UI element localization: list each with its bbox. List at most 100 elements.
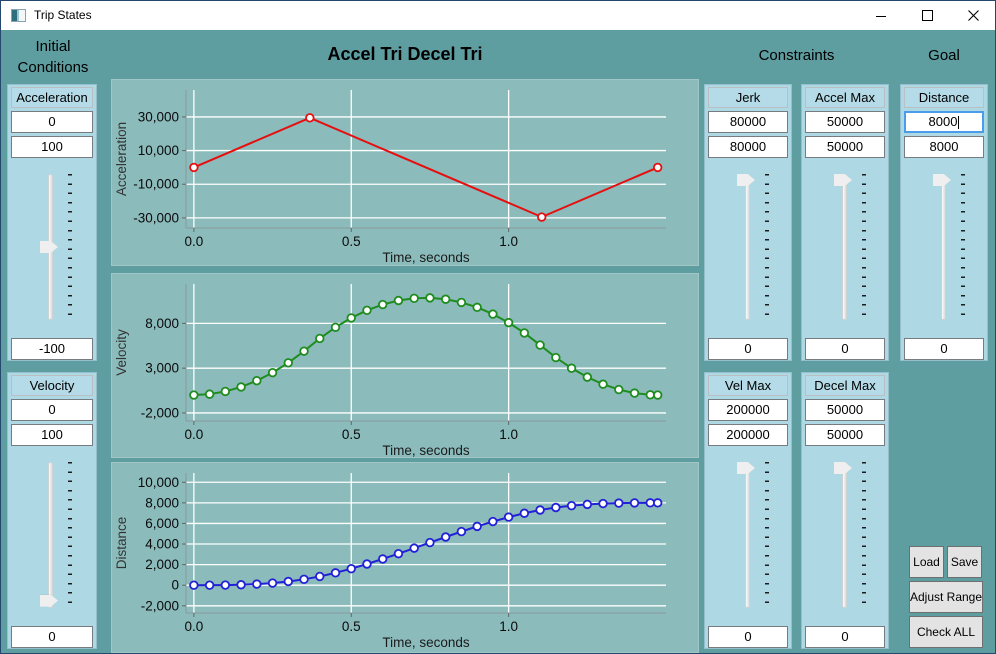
group-goal-distance: Distance 8000 8000 0	[900, 84, 988, 361]
svg-text:0.5: 0.5	[342, 234, 361, 249]
decel-max-value-input[interactable]: 50000	[805, 399, 885, 421]
svg-text:0.0: 0.0	[184, 619, 203, 634]
svg-text:-10,000: -10,000	[133, 177, 179, 192]
svg-text:0.5: 0.5	[342, 427, 361, 442]
title-bar[interactable]: Trip States	[1, 1, 995, 30]
accel-max-echo-input[interactable]: 50000	[805, 136, 885, 158]
goal-distance-lower-input[interactable]: 0	[904, 338, 984, 360]
svg-text:Velocity: Velocity	[114, 329, 129, 376]
acceleration-slider-thumb[interactable]	[40, 241, 58, 253]
jerk-value-input[interactable]: 80000	[708, 111, 788, 133]
jerk-slider[interactable]	[705, 172, 791, 322]
goal-distance-value-input[interactable]: 8000	[904, 111, 984, 133]
svg-text:3,000: 3,000	[145, 361, 179, 376]
vel-max-slider-ticks	[765, 462, 769, 608]
vel-max-value-input[interactable]: 200000	[708, 399, 788, 421]
save-button[interactable]: Save	[947, 546, 982, 578]
initial-conditions-line1: Initial	[35, 38, 71, 55]
svg-text:30,000: 30,000	[138, 109, 179, 124]
decel-max-slider-thumb[interactable]	[834, 462, 852, 474]
svg-text:10,000: 10,000	[138, 475, 179, 490]
svg-text:1.0: 1.0	[499, 234, 518, 249]
jerk-group-label: Jerk	[708, 87, 788, 108]
goal-distance-echo-input[interactable]: 8000	[904, 136, 984, 158]
adjust-range-button[interactable]: Adjust Range	[909, 581, 983, 613]
accel-max-slider[interactable]	[802, 172, 888, 322]
accel-max-value-input[interactable]: 50000	[805, 111, 885, 133]
svg-text:0.5: 0.5	[342, 619, 361, 634]
svg-text:0.0: 0.0	[184, 427, 203, 442]
goal-heading: Goal	[928, 47, 960, 64]
accel-max-slider-thumb[interactable]	[834, 174, 852, 186]
velocity-slider-track[interactable]	[48, 462, 53, 608]
svg-text:1.0: 1.0	[499, 427, 518, 442]
goal-distance-slider-track[interactable]	[941, 174, 946, 320]
accel-max-slider-track[interactable]	[842, 174, 847, 320]
initial-conditions-heading: Initial Conditions	[3, 36, 103, 78]
goal-distance-slider-thumb[interactable]	[933, 174, 951, 186]
acceleration-group-label: Acceleration	[11, 87, 93, 108]
vel-max-echo-input[interactable]: 200000	[708, 424, 788, 446]
close-button[interactable]	[958, 1, 988, 30]
group-jerk: Jerk 80000 80000 0	[704, 84, 792, 361]
group-vel-max: Vel Max 200000 200000 0	[704, 372, 792, 649]
velocity-slider-ticks	[68, 462, 72, 608]
vel-max-slider-thumb[interactable]	[737, 462, 755, 474]
decel-max-group-label: Decel Max	[805, 375, 885, 396]
vel-max-slider-track[interactable]	[745, 462, 750, 608]
acceleration-upper-input[interactable]: 100	[11, 136, 93, 158]
velocity-lower-input[interactable]: 0	[11, 626, 93, 648]
goal-distance-group-label: Distance	[904, 87, 984, 108]
decel-max-lower-input[interactable]: 0	[805, 626, 885, 648]
check-all-button[interactable]: Check ALL	[909, 616, 983, 648]
vel-max-lower-input[interactable]: 0	[708, 626, 788, 648]
svg-text:10,000: 10,000	[138, 143, 179, 158]
jerk-slider-thumb[interactable]	[737, 174, 755, 186]
minimize-button[interactable]	[866, 1, 896, 30]
decel-max-slider[interactable]	[802, 460, 888, 610]
svg-text:6,000: 6,000	[145, 516, 179, 531]
velocity-slider[interactable]	[8, 460, 96, 610]
decel-max-slider-track[interactable]	[842, 462, 847, 608]
svg-text:Time, seconds: Time, seconds	[382, 250, 470, 265]
svg-text:-2,000: -2,000	[141, 598, 179, 613]
group-accel-max: Accel Max 50000 50000 0	[801, 84, 889, 361]
window-title: Trip States	[34, 8, 92, 22]
load-button[interactable]: Load	[909, 546, 944, 578]
acceleration-slider-ticks	[68, 174, 72, 320]
maximize-icon	[921, 10, 933, 21]
velocity-group-label: Velocity	[11, 375, 93, 396]
app-icon	[11, 9, 26, 22]
svg-text:8,000: 8,000	[145, 316, 179, 331]
svg-text:-30,000: -30,000	[133, 210, 179, 225]
decel-max-echo-input[interactable]: 50000	[805, 424, 885, 446]
svg-text:4,000: 4,000	[145, 537, 179, 552]
jerk-slider-ticks	[765, 174, 769, 320]
jerk-lower-input[interactable]: 0	[708, 338, 788, 360]
svg-text:0: 0	[171, 578, 179, 593]
acceleration-value-input[interactable]: 0	[11, 111, 93, 133]
distance-chart: 0.0 0.5 1.0 10,000 8,000 6,000 4,000 2,000 0 -2,0…	[111, 462, 699, 653]
svg-text:Time, seconds: Time, seconds	[382, 635, 470, 650]
initial-conditions-line2: Conditions	[17, 59, 89, 76]
svg-text:1.0: 1.0	[499, 619, 518, 634]
group-decel-max: Decel Max 50000 50000 0	[801, 372, 889, 649]
acceleration-slider[interactable]	[8, 172, 96, 322]
jerk-slider-track[interactable]	[745, 174, 750, 320]
minimize-icon	[876, 15, 886, 17]
accel-max-slider-ticks	[862, 174, 866, 320]
maximize-button[interactable]	[912, 1, 942, 30]
goal-distance-slider[interactable]	[901, 172, 987, 322]
decel-max-slider-ticks	[862, 462, 866, 608]
svg-text:Acceleration: Acceleration	[114, 122, 129, 196]
constraints-heading: Constraints	[758, 47, 835, 64]
velocity-value-input[interactable]: 0	[11, 399, 93, 421]
velocity-slider-thumb[interactable]	[40, 594, 58, 607]
accel-max-lower-input[interactable]: 0	[805, 338, 885, 360]
jerk-echo-input[interactable]: 80000	[708, 136, 788, 158]
vel-max-slider[interactable]	[705, 460, 791, 610]
velocity-upper-input[interactable]: 100	[11, 424, 93, 446]
acceleration-lower-input[interactable]: -100	[11, 338, 93, 360]
acceleration-chart: 0.0 0.5 1.0 30,000 10,000 -10,000 -30,000 Time,…	[111, 79, 699, 266]
